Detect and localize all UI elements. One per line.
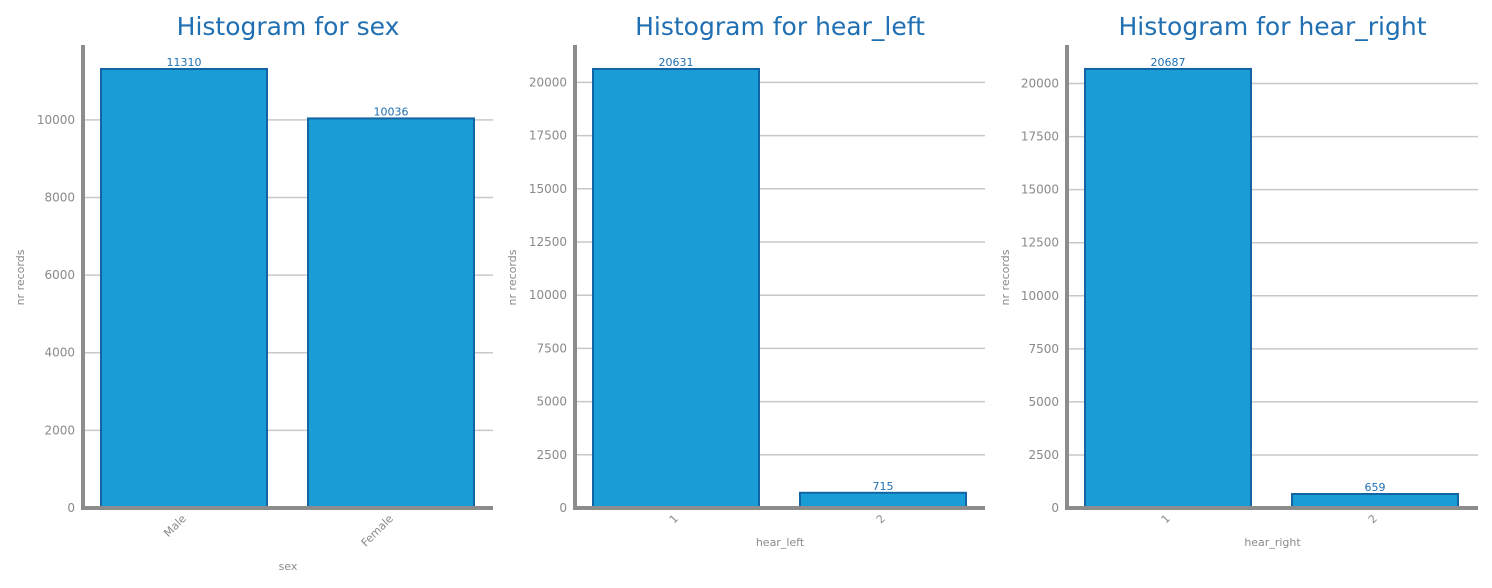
chart-2-xtick-label: 2 — [874, 512, 888, 526]
chart-3-data-label: 20687 — [1151, 56, 1186, 69]
chart-1-data-label: 11310 — [167, 56, 202, 69]
chart-1-ytick-label: 0 — [67, 501, 75, 515]
chart-3-xtick-label: 2 — [1366, 512, 1380, 526]
chart-3-xtick-label: 1 — [1159, 512, 1173, 526]
chart-3-data-label: 659 — [1365, 481, 1386, 494]
chart-3-ytick-label: 12500 — [1021, 236, 1059, 250]
chart-2-title: Histogram for hear_left — [635, 12, 925, 41]
chart-2-ytick-label: 17500 — [529, 129, 567, 143]
chart-3-ytick-label: 17500 — [1021, 130, 1059, 144]
chart-3-bar — [1084, 67, 1252, 509]
chart-1-bar — [307, 117, 475, 510]
chart-3-title: Histogram for hear_right — [1118, 12, 1426, 41]
chart-3-ytick-label: 0 — [1051, 501, 1059, 515]
chart-3-ytick-label: 7500 — [1028, 342, 1059, 356]
chart-1-xtick-label: Female — [359, 512, 396, 549]
chart-1-xlabel: sex — [279, 560, 298, 573]
chart-2-data-label: 20631 — [659, 56, 694, 69]
chart-3-ytick-label: 15000 — [1021, 183, 1059, 197]
chart-2-ytick-label: 12500 — [529, 235, 567, 249]
chart-1-ytick-label: 10000 — [37, 113, 75, 127]
chart-2-ytick-label: 20000 — [529, 75, 567, 89]
chart-1-title: Histogram for sex — [177, 12, 400, 41]
chart-3-ytick-label: 20000 — [1021, 77, 1059, 91]
chart-3-ytick-label: 10000 — [1021, 289, 1059, 303]
chart-1-ytick-label: 2000 — [44, 423, 75, 437]
chart-1-ylabel: nr records — [14, 249, 27, 305]
chart-3-xlabel: hear_right — [1244, 536, 1301, 549]
chart-2-data-label: 715 — [873, 480, 894, 493]
chart-2-ytick-label: 5000 — [536, 395, 567, 409]
chart-2-xlabel: hear_left — [756, 536, 805, 549]
chart-2-ytick-label: 10000 — [529, 288, 567, 302]
chart-3-bar — [1291, 493, 1459, 509]
chart-2-ylabel: nr records — [506, 249, 519, 305]
chart-1-ytick-label: 6000 — [44, 268, 75, 282]
chart-2-xtick-label: 1 — [667, 512, 681, 526]
chart-1-data-label: 10036 — [374, 105, 409, 118]
chart-2-ytick-label: 0 — [559, 501, 567, 515]
chart-2-ytick-label: 15000 — [529, 182, 567, 196]
chart-3-ylabel: nr records — [999, 249, 1012, 305]
chart-1-bar — [100, 67, 268, 510]
chart-1-ytick-label: 8000 — [44, 190, 75, 204]
chart-2-ytick-label: 2500 — [536, 448, 567, 462]
chart-3-ytick-label: 5000 — [1028, 395, 1059, 409]
chart-2-bar — [592, 67, 760, 510]
chart-2-ytick-label: 7500 — [536, 341, 567, 355]
chart-1-xtick-label: Male — [161, 512, 189, 540]
chart-2-bar — [799, 491, 967, 509]
chart-1-ytick-label: 4000 — [44, 346, 75, 360]
chart-3-ytick-label: 2500 — [1028, 448, 1059, 462]
